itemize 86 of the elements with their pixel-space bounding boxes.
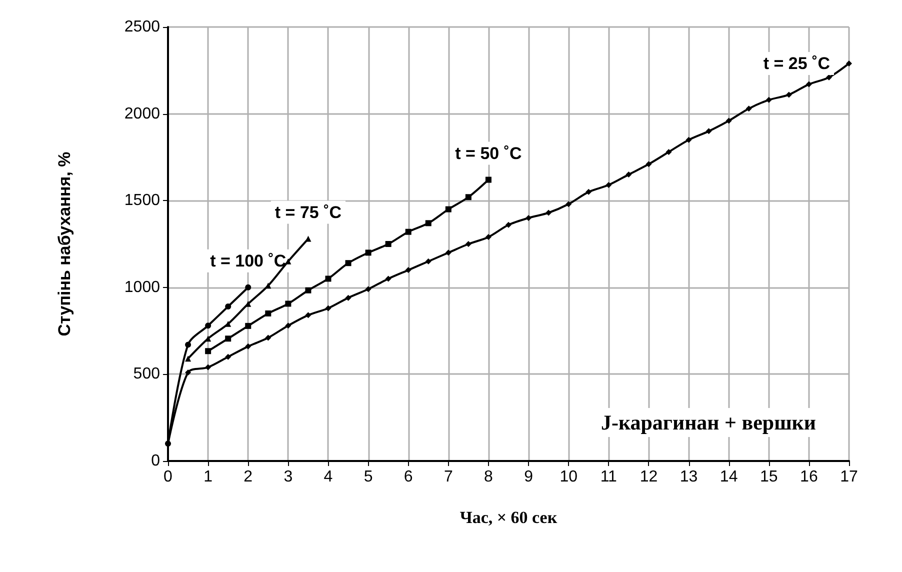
y-tick-label: 2000 <box>124 105 160 122</box>
point <box>746 106 752 112</box>
point <box>285 258 292 264</box>
point <box>205 348 212 354</box>
series-label: t = 50 ˚C <box>455 144 522 163</box>
x-tick-label: 13 <box>680 468 698 486</box>
point <box>225 336 232 342</box>
point <box>365 286 372 292</box>
point <box>526 214 532 221</box>
point <box>445 250 452 256</box>
x-tick-label: 2 <box>244 468 253 486</box>
y-tick-label: 500 <box>133 366 160 383</box>
x-tick-label: 12 <box>640 468 658 486</box>
point <box>586 188 592 195</box>
point <box>285 322 292 329</box>
point <box>566 201 572 208</box>
y-tick-label: 1500 <box>124 192 160 210</box>
x-tick-label: 15 <box>760 468 778 486</box>
point <box>305 312 312 318</box>
point <box>325 305 332 312</box>
point <box>225 354 232 360</box>
point <box>485 234 492 240</box>
series-label: t = 75 ˚C <box>274 202 342 222</box>
point <box>606 182 612 188</box>
point <box>506 222 512 228</box>
point <box>185 369 192 376</box>
point <box>465 194 472 200</box>
point <box>686 136 692 143</box>
point <box>345 294 352 301</box>
x-tick-label: 5 <box>364 468 373 486</box>
y-tick-label: 2500 <box>124 18 160 36</box>
point <box>726 118 732 124</box>
x-tick-label: 6 <box>404 468 413 486</box>
point <box>425 220 432 226</box>
x-tick-label: 4 <box>324 468 333 486</box>
x-tick-label: 16 <box>800 468 818 486</box>
point <box>546 210 552 216</box>
point <box>245 343 252 350</box>
point <box>485 176 492 183</box>
point <box>445 206 452 212</box>
x-tick-label: 14 <box>720 468 738 486</box>
point <box>185 356 192 362</box>
x-tick-label: 1 <box>204 468 213 486</box>
point <box>646 161 652 168</box>
point <box>786 92 792 98</box>
y-tick-label: 0 <box>151 452 160 470</box>
y-axis-title: Ступінь набухання, % <box>55 152 74 336</box>
point <box>265 310 272 316</box>
point <box>626 172 632 178</box>
point <box>225 303 232 310</box>
point <box>425 258 432 264</box>
point <box>385 241 392 247</box>
point <box>405 228 412 235</box>
point <box>465 241 472 247</box>
point <box>405 267 412 274</box>
x-tick-label: 11 <box>600 468 618 486</box>
point <box>706 128 712 134</box>
x-tick-label: 7 <box>444 468 453 486</box>
x-tick-label: 3 <box>284 468 293 486</box>
x-tick-label: 17 <box>840 468 858 486</box>
point <box>365 250 372 256</box>
point <box>265 334 272 341</box>
series-label: t = 100 ˚C <box>210 251 286 270</box>
point <box>205 322 212 329</box>
point <box>245 284 252 290</box>
y-tick-label: 1000 <box>124 278 160 296</box>
x-tick-label: 10 <box>560 468 578 486</box>
point <box>225 320 232 327</box>
x-tick-label: 9 <box>524 468 534 486</box>
point <box>345 260 352 266</box>
point <box>285 300 292 307</box>
point <box>806 81 812 88</box>
x-axis-title: Час, × 60 сек <box>460 508 558 527</box>
point <box>245 322 252 329</box>
point <box>185 342 192 348</box>
series-label: t = 25 ˚C <box>763 54 830 73</box>
point <box>325 276 332 282</box>
x-tick-label: 8 <box>484 468 494 486</box>
annotation: J-карагинан + вершки <box>600 410 816 434</box>
point <box>666 148 672 155</box>
point <box>305 287 312 294</box>
x-tick-label: 0 <box>164 468 173 486</box>
point <box>205 364 212 370</box>
point <box>846 60 852 66</box>
point <box>766 96 772 103</box>
point <box>385 276 392 282</box>
